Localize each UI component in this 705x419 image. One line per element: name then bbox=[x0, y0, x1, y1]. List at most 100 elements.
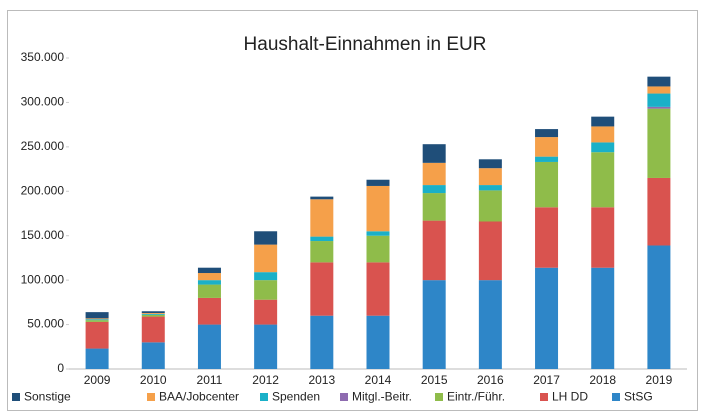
bar-segment bbox=[254, 324, 278, 369]
bar-segment bbox=[422, 162, 446, 186]
bar-segment bbox=[366, 315, 390, 369]
bar-segment bbox=[310, 199, 334, 237]
bar-segment bbox=[535, 267, 559, 369]
bar-segment bbox=[141, 342, 165, 369]
bar-segment bbox=[366, 235, 390, 263]
bar-segment bbox=[85, 319, 109, 321]
bar-segment bbox=[647, 76, 671, 87]
legend-swatch bbox=[340, 393, 348, 401]
bar-segment bbox=[478, 190, 502, 222]
y-tick-label: 50.000 bbox=[27, 317, 64, 331]
y-tick-label: 100.000 bbox=[21, 272, 65, 286]
legend-swatch bbox=[260, 393, 268, 401]
y-tick-label: 0 bbox=[57, 361, 64, 375]
bar-segment bbox=[310, 196, 334, 200]
bar-segment bbox=[366, 262, 390, 316]
y-tick-label: 250.000 bbox=[21, 139, 65, 153]
bar-segment bbox=[310, 241, 334, 263]
bar-segment bbox=[647, 93, 671, 107]
bar-segment bbox=[254, 244, 278, 273]
bar-segment bbox=[422, 220, 446, 281]
bar-segment bbox=[254, 272, 278, 281]
bar-segment bbox=[422, 193, 446, 221]
bar-segment bbox=[591, 207, 615, 268]
x-tick-label: 2010 bbox=[140, 373, 167, 387]
y-tick-label: 350.000 bbox=[21, 50, 65, 64]
legend-swatch bbox=[540, 393, 548, 401]
x-tick-label: 2016 bbox=[477, 373, 504, 387]
legend-swatch bbox=[435, 393, 443, 401]
bar-segment bbox=[197, 284, 221, 298]
bar-segment bbox=[197, 324, 221, 369]
legend-label: BAA/Jobcenter bbox=[159, 390, 239, 404]
bar-segment bbox=[422, 185, 446, 194]
bar-segment bbox=[141, 313, 165, 314]
bar-segment bbox=[478, 185, 502, 191]
bar-segment bbox=[85, 312, 109, 319]
legend-label: LH DD bbox=[552, 390, 588, 404]
bar-segment bbox=[647, 245, 671, 369]
bar-segment bbox=[478, 159, 502, 169]
bar-segment bbox=[254, 280, 278, 300]
bar-segment bbox=[85, 348, 109, 369]
bar-segment bbox=[310, 262, 334, 316]
bar-segment bbox=[478, 221, 502, 281]
bar-segment bbox=[591, 152, 615, 208]
y-tick-label: 300.000 bbox=[21, 95, 65, 109]
bar-segment bbox=[310, 236, 334, 242]
bar-segment bbox=[647, 86, 671, 94]
bar-segment bbox=[591, 126, 615, 143]
bar-segment bbox=[591, 142, 615, 153]
legend-swatch bbox=[12, 393, 20, 401]
x-tick-label: 2019 bbox=[646, 373, 673, 387]
x-tick-label: 2015 bbox=[421, 373, 448, 387]
x-tick-label: 2017 bbox=[533, 373, 560, 387]
bar-segment bbox=[366, 179, 390, 186]
bar-segment bbox=[197, 297, 221, 325]
bar-segment bbox=[535, 156, 559, 162]
x-tick-label: 2018 bbox=[589, 373, 616, 387]
x-tick-label: 2014 bbox=[365, 373, 392, 387]
legend-label: Eintr./Führ. bbox=[447, 390, 505, 404]
bar-segment bbox=[478, 280, 502, 369]
bar-segment bbox=[647, 106, 671, 109]
x-tick-label: 2012 bbox=[252, 373, 279, 387]
bar-segment bbox=[310, 315, 334, 369]
bar-segment bbox=[535, 137, 559, 157]
x-tick-label: 2013 bbox=[308, 373, 335, 387]
legend-label: Mitgl.-Beitr. bbox=[352, 390, 412, 404]
bar-segment bbox=[535, 161, 559, 208]
legend-label: StSG bbox=[624, 390, 653, 404]
x-tick-label: 2009 bbox=[84, 373, 111, 387]
bar-segment bbox=[254, 231, 278, 245]
bar-segment bbox=[366, 185, 390, 232]
bar-segment bbox=[197, 273, 221, 281]
bar-segment bbox=[535, 129, 559, 138]
bar-segment bbox=[647, 177, 671, 246]
bar-segment bbox=[422, 144, 446, 163]
legend-swatch bbox=[612, 393, 620, 401]
bar-segment bbox=[591, 267, 615, 369]
bar-segment bbox=[366, 231, 390, 236]
bar-segment bbox=[197, 280, 221, 285]
bar-segment bbox=[85, 320, 109, 322]
chart-title: Haushalt-Einnahmen in EUR bbox=[244, 34, 487, 55]
bar-segment bbox=[535, 207, 559, 268]
bar-segment bbox=[478, 168, 502, 186]
bar-segment bbox=[85, 318, 109, 320]
bar-segment bbox=[422, 280, 446, 369]
bar-segment bbox=[591, 116, 615, 127]
bar-segment bbox=[254, 299, 278, 325]
bar-segment bbox=[141, 314, 165, 317]
bar-segment bbox=[647, 108, 671, 178]
chart-frame bbox=[7, 10, 698, 411]
y-tick-label: 200.000 bbox=[21, 183, 65, 197]
legend-label: Spenden bbox=[272, 390, 320, 404]
y-tick-label: 150.000 bbox=[21, 228, 65, 242]
bar-segment bbox=[85, 321, 109, 349]
bar-segment bbox=[197, 267, 221, 274]
bar-segment bbox=[141, 313, 165, 315]
legend-label: Sonstige bbox=[24, 390, 71, 404]
